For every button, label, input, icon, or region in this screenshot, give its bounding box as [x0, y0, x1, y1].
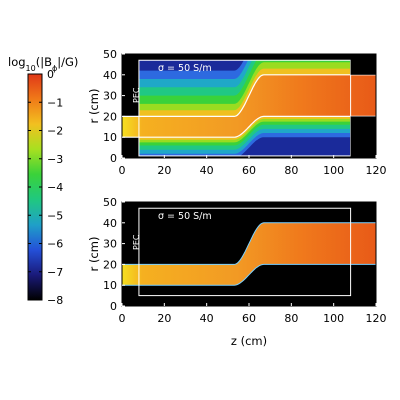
colorbar-tick-label: −1 — [47, 96, 63, 109]
colorbar-ticks: 0 −1 −2 −3 −4 −5 −6 −7 −8 — [28, 68, 63, 307]
colorbar-label: log10(|Bϕ|/G) — [8, 55, 78, 73]
top-axes: 0 20 40 60 80 100 120 0 10 20 30 40 50 — [103, 48, 387, 177]
x-tick-label: 0 — [119, 312, 126, 325]
x-axis-label: z (cm) — [231, 334, 267, 348]
x-tick-label: 120 — [366, 164, 387, 177]
colorbar-tick-label: −5 — [47, 209, 63, 222]
x-tick-label: 100 — [323, 312, 344, 325]
y-tick-label: 10 — [103, 131, 117, 144]
outer-conductor-line — [122, 222, 376, 265]
y-tick-label: 50 — [103, 196, 117, 209]
x-tick-label: 20 — [157, 164, 171, 177]
x-tick-label: 40 — [200, 312, 214, 325]
x-tick-label: 120 — [366, 312, 387, 325]
field-contour-band — [138, 68, 351, 117]
colorbar-tick-label: −2 — [47, 125, 63, 138]
y-tick-label: 30 — [103, 90, 117, 103]
y-tick-label: 40 — [103, 69, 117, 82]
field-contour-band — [138, 116, 351, 143]
bottom-panel: σ = 50 S/m PEC 0 20 40 60 80 100 120 0 10 20 30 40 5… — [87, 196, 387, 348]
colorbar-tick-label: −4 — [47, 181, 63, 194]
outer-conductor-line — [122, 74, 376, 117]
inner-conductor-line — [122, 263, 376, 286]
x-tick-label: 0 — [119, 164, 126, 177]
bottom-pec-label: PEC — [132, 234, 141, 250]
lossy-region-outline — [138, 59, 352, 157]
top-panel: σ = 50 S/m PEC 0 20 40 60 80 100 120 0 10 20 30 40 5… — [87, 48, 387, 177]
bottom-field-map — [122, 202, 376, 306]
bottom-y-axis-label: r (cm) — [87, 237, 101, 272]
bottom-axes: 0 20 40 60 80 100 120 0 10 20 30 40 50 — [103, 196, 387, 325]
y-tick-label: 40 — [103, 217, 117, 230]
pec-fill — [350, 116, 376, 158]
y-tick-label: 20 — [103, 258, 117, 271]
top-field-map — [122, 54, 376, 158]
inner-conductor-line — [122, 115, 376, 138]
colorbar: log10(|Bϕ|/G) 0 −1 −2 −3 −4 −5 −6 −7 −8 — [8, 55, 78, 307]
x-tick-label: 60 — [242, 312, 256, 325]
y-tick-label: 30 — [103, 238, 117, 251]
pec-fill — [350, 54, 376, 75]
colorbar-tick-label: −3 — [47, 153, 63, 166]
x-tick-label: 100 — [323, 164, 344, 177]
x-tick-label: 80 — [284, 164, 298, 177]
x-tick-label: 80 — [284, 312, 298, 325]
coax-channel-field — [122, 74, 376, 138]
top-sigma-annotation: σ = 50 S/m — [158, 63, 212, 74]
x-tick-label: 60 — [242, 164, 256, 177]
top-pec-label: PEC — [132, 87, 141, 103]
colorbar-tick-label: −8 — [47, 294, 63, 307]
coax-channel-field — [122, 222, 376, 286]
y-tick-label: 0 — [110, 152, 117, 165]
x-tick-label: 40 — [200, 164, 214, 177]
colorbar-tick-label: −7 — [47, 266, 63, 279]
top-y-axis-label: r (cm) — [87, 89, 101, 124]
y-tick-label: 50 — [103, 48, 117, 61]
colorbar-tick-label: 0 — [47, 68, 54, 81]
y-tick-label: 20 — [103, 110, 117, 123]
y-tick-label: 10 — [103, 279, 117, 292]
colorbar-tick-label: −6 — [47, 238, 63, 251]
bottom-sigma-annotation: σ = 50 S/m — [158, 211, 212, 222]
lossy-region-outline — [138, 207, 352, 297]
x-tick-label: 20 — [157, 312, 171, 325]
y-tick-label: 0 — [110, 300, 117, 313]
